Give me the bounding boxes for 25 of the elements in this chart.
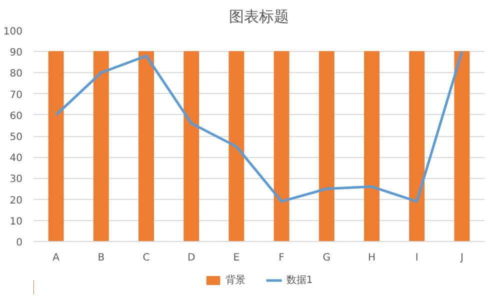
y-tick-label: 60 (10, 110, 23, 122)
x-tick-label: A (52, 252, 60, 264)
y-tick-label: 10 (10, 216, 23, 228)
x-tick-label: B (98, 252, 105, 264)
y-tick-label: 70 (10, 90, 23, 101)
y-tick-label: 0 (16, 238, 23, 248)
legend-label: 数据1 (286, 274, 313, 287)
x-tick-label: J (459, 252, 464, 264)
x-tick-label: G (322, 252, 331, 264)
y-tick-label: 40 (10, 153, 23, 164)
x-tick-label: H (368, 252, 376, 264)
y-tick-label: 50 (10, 132, 23, 143)
line-series (54, 50, 464, 203)
x-tick-label: C (142, 252, 150, 264)
x-tick-label: E (233, 252, 240, 264)
chart-title: 图表标题 (229, 8, 289, 26)
y-tick-label: 100 (3, 26, 23, 38)
x-tick-label: I (415, 252, 418, 264)
x-tick-label: F (278, 252, 285, 264)
y-tick-label: 90 (10, 48, 23, 59)
y-tick-label: 80 (10, 68, 23, 80)
legend-label: 背景 (225, 274, 246, 287)
x-tick-label: D (188, 252, 196, 264)
y-tick-label: 30 (10, 174, 23, 186)
y-tick-label: 20 (10, 195, 23, 206)
